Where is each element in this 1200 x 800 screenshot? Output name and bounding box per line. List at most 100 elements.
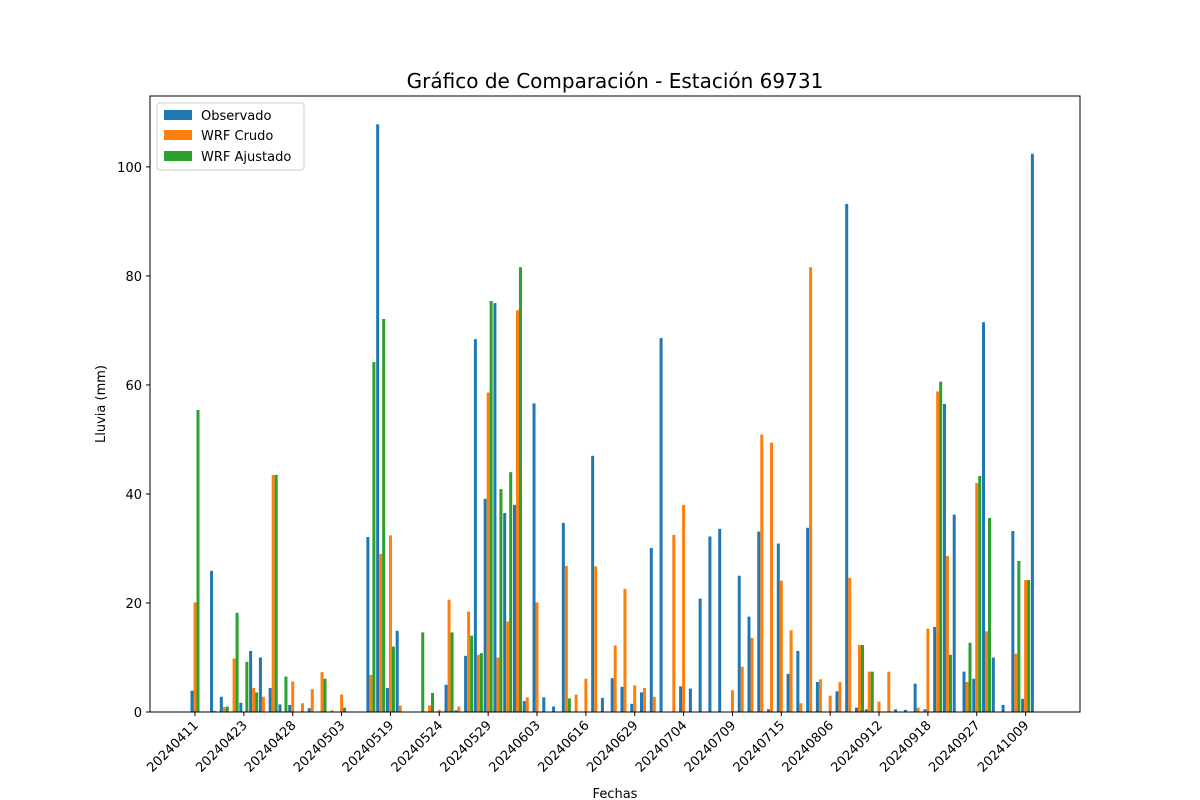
- bar-observado-76: [933, 626, 937, 712]
- bar-wrf-ajustado-81: [988, 517, 992, 712]
- bar-wrf-ajustado-77: [948, 654, 952, 712]
- bar-wrf-crudo-56: [740, 666, 744, 712]
- bar-observado-31: [493, 303, 497, 712]
- bar-observado-29: [473, 339, 477, 712]
- bar-observado-52: [698, 598, 702, 712]
- bar-wrf-crudo-21: [398, 705, 402, 712]
- bar-wrf-crudo-0: [193, 602, 197, 712]
- bar-observado-10: [288, 704, 292, 712]
- bar-observado-57: [747, 616, 751, 712]
- bar-wrf-crudo-2: [213, 710, 217, 712]
- legend-label-observado: Observado: [201, 109, 272, 124]
- bar-wrf-crudo-58: [760, 434, 764, 712]
- bar-wrf-crudo-25: [437, 709, 441, 712]
- bar-wrf-ajustado-80: [978, 475, 982, 712]
- bar-observado-46: [640, 692, 644, 712]
- bar-wrf-ajustado-33: [518, 267, 522, 712]
- legend-swatch-observado: [164, 110, 192, 120]
- bar-wrf-ajustado-15: [343, 707, 347, 712]
- bar-wrf-crudo-47: [652, 696, 656, 712]
- bar-wrf-ajustado-19: [382, 318, 386, 712]
- legend-label-wrf-ajustado: WRF Ajustado: [201, 150, 291, 165]
- bar-wrf-crudo-3: [222, 707, 226, 712]
- bar-wrf-crudo-6: [252, 688, 256, 712]
- bar-wrf-crudo-70: [877, 701, 881, 712]
- bar-observado-42: [600, 697, 604, 712]
- bar-observado-26: [444, 684, 448, 712]
- bar-observado-41: [591, 455, 595, 712]
- bar-observado-56: [737, 575, 741, 712]
- bar-wrf-ajustado-76: [939, 381, 943, 712]
- bar-wrf-ajustado-68: [861, 644, 864, 712]
- y-tick-label-40: 40: [125, 488, 142, 503]
- bar-wrf-crudo-79: [965, 682, 969, 712]
- bar-observado-21: [395, 630, 399, 712]
- bar-observado-48: [659, 338, 663, 712]
- x-axis-label: Fechas: [593, 787, 638, 800]
- bar-wrf-ajustado-32: [509, 472, 513, 712]
- bar-observado-35: [532, 403, 536, 712]
- bar-wrf-ajustado-24: [431, 692, 435, 712]
- bar-wrf-crudo-34: [525, 697, 529, 712]
- legend-label-wrf-crudo: WRF Crudo: [201, 129, 273, 144]
- bar-observado-74: [913, 683, 917, 712]
- y-axis: 0 20 40 60 80 100: [117, 161, 150, 721]
- bar-observado-83: [1001, 704, 1005, 712]
- bar-wrf-crudo-19: [379, 553, 383, 712]
- bars-layer: [190, 124, 1034, 713]
- bar-wrf-ajustado-23: [421, 632, 425, 712]
- bar-observado-60: [776, 543, 780, 712]
- bar-observado-2: [210, 570, 214, 712]
- bar-observado-45: [630, 703, 634, 712]
- bar-observado-28: [464, 655, 468, 712]
- y-axis-label: Lluvia (mm): [94, 365, 109, 443]
- bar-observado-64: [815, 682, 819, 712]
- bar-wrf-crudo-18: [369, 674, 373, 712]
- bar-wrf-crudo-61: [789, 630, 793, 712]
- bar-wrf-crudo-27: [457, 706, 461, 712]
- bar-wrf-ajustado-13: [323, 678, 327, 712]
- bar-wrf-crudo-26: [447, 599, 451, 712]
- bar-wrf-crudo-77: [945, 556, 949, 712]
- bar-wrf-ajustado-28: [470, 635, 474, 712]
- bar-observado-18: [366, 537, 370, 712]
- bar-wrf-crudo-85: [1024, 580, 1028, 712]
- bar-wrf-crudo-68: [858, 644, 861, 712]
- bar-wrf-ajustado-30: [489, 300, 493, 712]
- bar-observado-38: [561, 522, 565, 712]
- bar-wrf-crudo-38: [564, 565, 568, 712]
- bar-observado-80: [972, 678, 976, 712]
- bar-wrf-crudo-39: [574, 694, 578, 712]
- bar-observado-82: [991, 657, 995, 712]
- bar-wrf-crudo-50: [682, 504, 686, 712]
- bar-observado-81: [982, 322, 986, 712]
- bar-observado-6: [249, 650, 253, 712]
- bar-wrf-ajustado-6: [255, 692, 259, 712]
- bar-wrf-crudo-46: [643, 688, 647, 712]
- bar-observado-73: [903, 709, 907, 712]
- bar-wrf-crudo-8: [271, 474, 275, 712]
- bar-observado-59: [767, 709, 771, 712]
- bar-observado-27: [454, 710, 458, 712]
- bar-wrf-crudo-84: [1014, 653, 1018, 712]
- bar-wrf-ajustado-29: [479, 653, 483, 712]
- bar-wrf-crudo-71: [887, 671, 891, 712]
- bar-observado-86: [1030, 153, 1034, 712]
- bar-observado-69: [864, 709, 868, 712]
- bar-wrf-ajustado-69: [870, 671, 874, 712]
- y-tick-label-80: 80: [125, 270, 142, 285]
- bar-wrf-crudo-65: [828, 695, 832, 712]
- plot-area-frame: [149, 95, 1081, 713]
- y-tick-label-100: 100: [117, 161, 142, 176]
- bar-wrf-crudo-15: [340, 694, 344, 712]
- bar-observado-44: [620, 686, 624, 712]
- bar-wrf-crudo-31: [496, 657, 500, 712]
- bar-observado-62: [796, 650, 800, 712]
- bar-wrf-ajustado-0: [196, 410, 200, 712]
- bar-wrf-crudo-13: [320, 672, 324, 712]
- bar-wrf-crudo-76: [936, 391, 940, 712]
- y-tick-label-20: 20: [125, 597, 142, 612]
- bar-wrf-crudo-74: [916, 707, 920, 712]
- bar-observado-7: [258, 657, 262, 712]
